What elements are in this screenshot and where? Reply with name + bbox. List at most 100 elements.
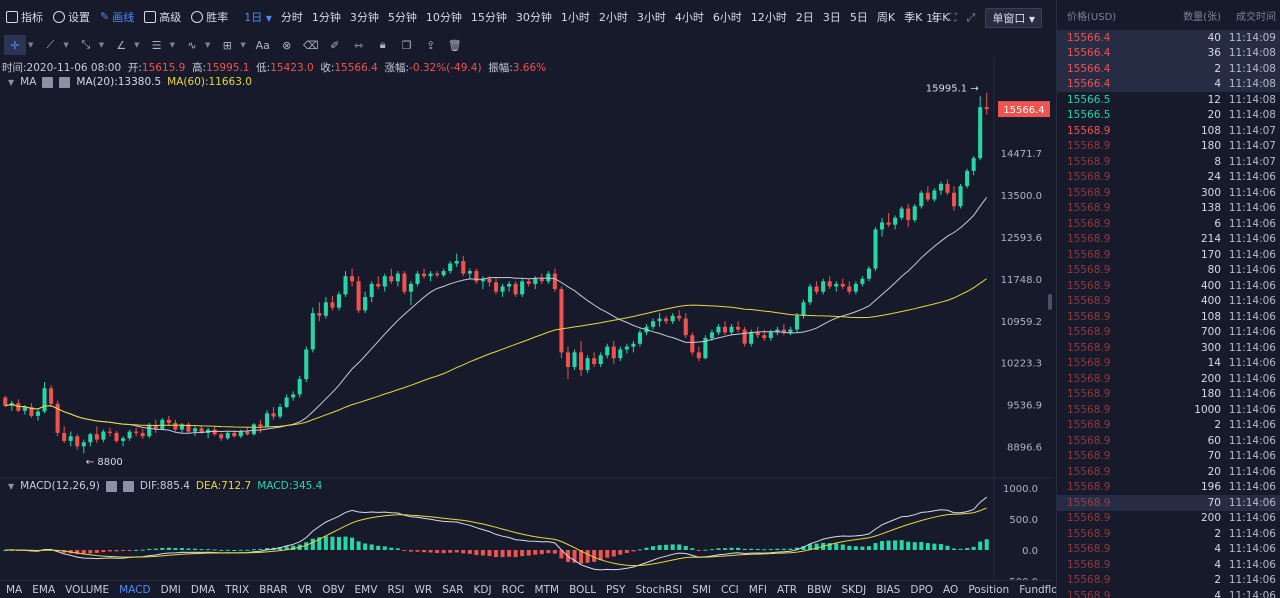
close-icon[interactable] [59, 76, 71, 88]
indicator-tab-bias[interactable]: BIAS [876, 583, 901, 596]
caret-down-icon[interactable]: ▼ [63, 41, 69, 49]
indicators-button[interactable]: 指标 [6, 9, 43, 25]
indicator-tab-ema[interactable]: EMA [32, 583, 56, 596]
close-icon[interactable] [122, 480, 134, 492]
interval-5[interactable]: 15分钟 [470, 10, 507, 24]
indicator-tab-wr[interactable]: WR [414, 583, 433, 596]
collapse-icon[interactable]: ▼ [8, 481, 15, 491]
interval-13[interactable]: 2日 [795, 10, 814, 24]
settings-icon[interactable] [42, 76, 54, 88]
eraser-icon[interactable]: ⌫ [302, 38, 319, 52]
caret-down-icon[interactable]: ▼ [169, 41, 175, 49]
candle-body [651, 321, 656, 327]
indicator-tab-fundflow[interactable]: Fundflow [1019, 583, 1067, 596]
interval-16[interactable]: 周K [876, 10, 896, 24]
advanced-button[interactable]: 高级 [144, 9, 181, 25]
magnet-icon[interactable]: ⊗ [282, 38, 292, 52]
indicator-tab-vr[interactable]: VR [297, 583, 313, 596]
indicator-tab-smi[interactable]: SMI [692, 583, 711, 596]
indicator-tab-volume[interactable]: VOLUME [65, 583, 110, 596]
indicator-tab-bbw[interactable]: BBW [807, 583, 832, 596]
interval-8[interactable]: 2小时 [598, 10, 628, 24]
interval-0[interactable]: 分时 [280, 10, 303, 24]
settings-icon[interactable] [105, 480, 117, 492]
macd-bar [160, 547, 165, 550]
indicator-tab-emv[interactable]: EMV [354, 583, 378, 596]
indicator-tab-boll[interactable]: BOLL [569, 583, 597, 596]
indicator-tab-ao[interactable]: AO [943, 583, 959, 596]
indicator-tab-roc[interactable]: ROC [501, 583, 525, 596]
indicator-tab-rsi[interactable]: RSI [387, 583, 405, 596]
interval-3[interactable]: 5分钟 [387, 10, 417, 24]
ray-icon[interactable]: ⤡ [81, 38, 91, 51]
trade-price: 15568.9 [1067, 140, 1111, 153]
caret-down-icon[interactable]: ▼ [98, 41, 105, 49]
indicator-tab-trix[interactable]: TRIX [225, 583, 250, 596]
settings-button[interactable]: 设置 [53, 9, 90, 25]
trendline-icon[interactable]: ⟋ [46, 38, 55, 51]
indicator-tab-sar[interactable]: SAR [442, 583, 464, 596]
caret-down-icon[interactable]: ▼ [204, 41, 211, 49]
indicator-tab-dmi[interactable]: DMI [160, 583, 181, 596]
trade-row: 15568.9 2 11:14:06 [1057, 573, 1280, 589]
caret-down-icon[interactable]: ▼ [28, 41, 34, 49]
indicator-tab-obv[interactable]: OBV [322, 583, 345, 596]
indicator-tab-skdj[interactable]: SKDJ [841, 583, 867, 596]
caret-down-icon[interactable]: ▼ [240, 41, 246, 49]
wave-icon[interactable]: ∿ [187, 38, 197, 52]
text-icon[interactable]: Aa [255, 38, 270, 52]
crosshair-icon[interactable]: ✛ [4, 35, 26, 55]
candle-body [173, 423, 178, 430]
interval-4[interactable]: 10分钟 [425, 10, 462, 24]
indicator-tab-stochrsi[interactable]: StochRSI [635, 583, 683, 596]
speed-label[interactable]: 1s [926, 11, 939, 25]
copy-icon[interactable]: ❐ [401, 38, 412, 52]
angle-icon[interactable]: ∠ [116, 38, 127, 52]
indicator-tab-mfi[interactable]: MFI [748, 583, 767, 596]
candle-body [238, 431, 243, 437]
indicator-tab-cci[interactable]: CCI [721, 583, 739, 596]
interval-12[interactable]: 12小时 [750, 10, 787, 24]
collapse-icon[interactable]: ▼ [8, 77, 15, 87]
indicator-tab-ma[interactable]: MA [6, 583, 23, 596]
panel-resize-handle[interactable] [1048, 294, 1052, 310]
window-mode-select[interactable]: 单窗口 ▼ [985, 8, 1042, 28]
interval-6[interactable]: 30分钟 [515, 10, 552, 24]
interval-2[interactable]: 3分钟 [349, 10, 379, 24]
price-chart[interactable]: 14471.7 13500.0 12593.6 11748.0 10959.2 10223… [0, 57, 1052, 580]
fullscreen-icon[interactable]: ⤢ [966, 11, 976, 24]
caret-down-icon[interactable]: ▼ [134, 41, 140, 49]
export-icon[interactable]: ⇪ [426, 38, 436, 52]
macd-bar [722, 548, 728, 550]
indicator-tab-brar[interactable]: BRAR [259, 583, 288, 596]
measure-icon[interactable]: ⇿ [354, 38, 364, 52]
indicator-tab-dpo[interactable]: DPO [910, 583, 934, 596]
trash-icon[interactable]: 🗑︎ [447, 38, 462, 52]
macd-bar [251, 549, 256, 551]
interval-14[interactable]: 3日 [822, 10, 841, 24]
indicator-tab-mtm[interactable]: MTM [534, 583, 560, 596]
interval-1[interactable]: 1分钟 [311, 10, 341, 24]
indicator-tab-macd[interactable]: MACD [119, 583, 151, 596]
winrate-button[interactable]: 胜率 [191, 9, 228, 25]
indicator-tab-atr[interactable]: ATR [776, 583, 798, 596]
interval-18[interactable]: 年K [931, 10, 950, 24]
lock-icon[interactable]: 🔒︎ [379, 38, 386, 51]
fib-lines-icon[interactable]: ☰ [151, 38, 162, 52]
interval-7[interactable]: 1小时 [560, 10, 590, 24]
candle-body [101, 431, 106, 440]
interval-10[interactable]: 4小时 [674, 10, 704, 24]
drawing-button[interactable]: ✎ 画线 [100, 10, 135, 24]
timeframe-dropdown[interactable]: 1日 ▼ [244, 10, 272, 24]
indicator-tab-kdj[interactable]: KDJ [473, 583, 492, 596]
brush-icon[interactable]: ✐ [330, 38, 340, 52]
interval-9[interactable]: 3小时 [636, 10, 666, 24]
grid-icon[interactable]: ⊞ [222, 38, 232, 52]
interval-15[interactable]: 5日 [849, 10, 868, 24]
interval-17[interactable]: 季K [904, 10, 923, 24]
indicator-tab-psy[interactable]: PSY [606, 583, 626, 596]
indicator-tab-position[interactable]: Position [968, 583, 1010, 596]
indicator-tab-dma[interactable]: DMA [190, 583, 216, 596]
screenshot-icon[interactable]: ⛶ [948, 11, 957, 24]
interval-11[interactable]: 6小时 [712, 10, 742, 24]
